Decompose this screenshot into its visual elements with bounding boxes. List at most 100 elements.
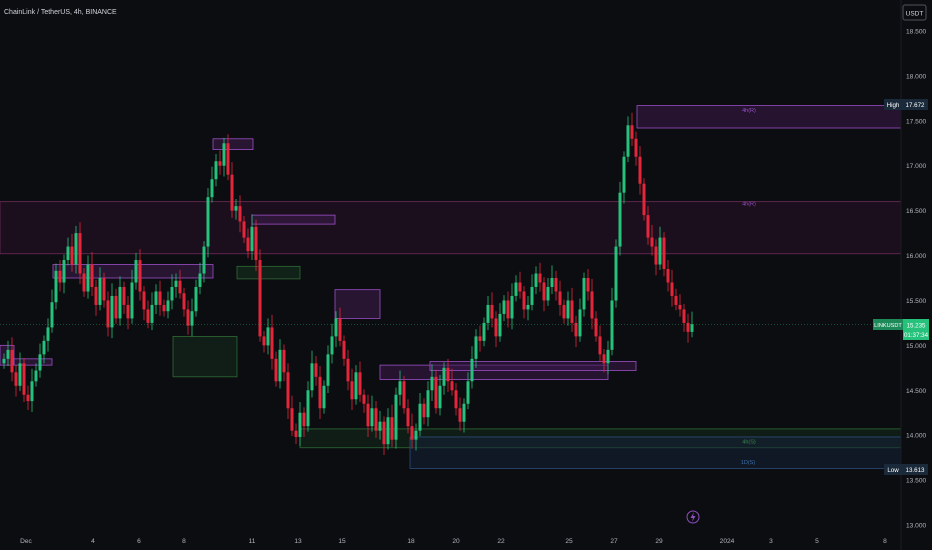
candle[interactable]	[506, 291, 510, 328]
candle[interactable]	[490, 292, 494, 328]
candle[interactable]	[666, 260, 670, 292]
candle[interactable]	[334, 311, 338, 348]
candle[interactable]	[442, 362, 446, 395]
candle[interactable]	[306, 381, 310, 432]
candle[interactable]	[434, 369, 438, 414]
candle[interactable]	[426, 381, 430, 427]
lightning-icon[interactable]	[686, 510, 700, 524]
candle[interactable]	[22, 357, 26, 402]
candle[interactable]	[290, 395, 294, 437]
candle[interactable]	[418, 392, 422, 437]
candle[interactable]	[278, 339, 282, 389]
candle[interactable]	[458, 397, 462, 431]
candle[interactable]	[90, 251, 94, 296]
candle[interactable]	[674, 288, 678, 311]
candle[interactable]	[134, 252, 138, 290]
candle[interactable]	[354, 365, 358, 405]
candle[interactable]	[482, 317, 486, 347]
candle[interactable]	[686, 313, 690, 343]
candle[interactable]	[634, 131, 638, 166]
candle[interactable]	[214, 154, 218, 187]
candle[interactable]	[570, 287, 574, 332]
candle[interactable]	[462, 398, 466, 433]
candle[interactable]	[338, 307, 342, 347]
candle[interactable]	[242, 216, 246, 243]
candle[interactable]	[670, 269, 674, 307]
candle[interactable]	[238, 195, 242, 233]
candle[interactable]	[286, 363, 290, 420]
candle[interactable]	[362, 389, 366, 413]
candle[interactable]	[230, 162, 234, 218]
candle[interactable]	[410, 413, 414, 449]
candle[interactable]	[70, 233, 74, 272]
candle[interactable]	[594, 311, 598, 342]
candle[interactable]	[206, 188, 210, 258]
candle[interactable]	[486, 295, 490, 331]
candle[interactable]	[34, 363, 38, 387]
candle[interactable]	[450, 368, 454, 396]
candle[interactable]	[546, 278, 550, 306]
currency-button[interactable]: USDT	[902, 4, 927, 21]
candle[interactable]	[26, 385, 30, 411]
candle[interactable]	[42, 335, 46, 364]
candle[interactable]	[178, 269, 182, 299]
candle[interactable]	[350, 368, 354, 411]
candle[interactable]	[466, 372, 470, 410]
candle[interactable]	[302, 407, 306, 437]
candle[interactable]	[154, 284, 158, 314]
candle[interactable]	[182, 287, 186, 317]
candle[interactable]	[374, 401, 378, 438]
candle[interactable]	[366, 394, 370, 437]
candle[interactable]	[294, 423, 298, 445]
candle[interactable]	[550, 265, 554, 295]
candle[interactable]	[270, 314, 274, 370]
candle[interactable]	[86, 255, 90, 299]
candle[interactable]	[598, 325, 602, 362]
candle[interactable]	[254, 219, 258, 271]
candle[interactable]	[106, 291, 110, 337]
candle[interactable]	[662, 232, 666, 277]
candle[interactable]	[642, 178, 646, 221]
candle[interactable]	[234, 198, 238, 220]
candle[interactable]	[330, 323, 334, 364]
candle[interactable]	[382, 416, 386, 455]
candles-layer[interactable]	[2, 112, 694, 455]
candle[interactable]	[358, 361, 362, 402]
candle[interactable]	[250, 214, 254, 261]
candle[interactable]	[566, 291, 570, 326]
candle[interactable]	[258, 249, 262, 342]
candle[interactable]	[538, 262, 542, 292]
candle[interactable]	[610, 287, 614, 356]
candle[interactable]	[326, 345, 330, 393]
candle[interactable]	[422, 398, 426, 425]
candle[interactable]	[318, 366, 322, 420]
candle[interactable]	[262, 330, 266, 353]
candle[interactable]	[82, 268, 86, 297]
candle[interactable]	[370, 395, 374, 432]
candle[interactable]	[394, 387, 398, 449]
candle[interactable]	[646, 206, 650, 245]
candle[interactable]	[226, 134, 230, 181]
time-axis[interactable]: Dec 4 6 8 11 13 15 18 20 22 25 27 29 2024 3 5 8	[20, 538, 887, 545]
candle[interactable]	[150, 292, 154, 331]
candle[interactable]	[478, 325, 482, 352]
candle[interactable]	[78, 222, 82, 285]
candle[interactable]	[622, 151, 626, 204]
candle[interactable]	[614, 239, 618, 308]
candle[interactable]	[514, 275, 518, 302]
candle[interactable]	[18, 352, 22, 392]
candle[interactable]	[414, 423, 418, 451]
candle[interactable]	[30, 368, 34, 412]
candle[interactable]	[626, 116, 630, 163]
candle[interactable]	[130, 269, 134, 324]
candle[interactable]	[578, 298, 582, 342]
candle[interactable]	[494, 311, 498, 348]
candle[interactable]	[114, 288, 118, 324]
candle[interactable]	[658, 226, 662, 270]
candle[interactable]	[190, 298, 194, 337]
candle[interactable]	[534, 266, 538, 295]
candle[interactable]	[342, 335, 346, 367]
candle[interactable]	[202, 241, 206, 283]
candle[interactable]	[66, 237, 70, 266]
candle[interactable]	[606, 340, 610, 375]
